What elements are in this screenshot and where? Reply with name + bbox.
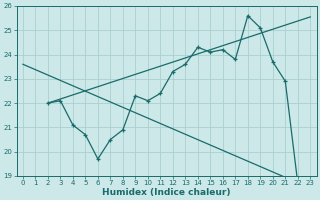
X-axis label: Humidex (Indice chaleur): Humidex (Indice chaleur) bbox=[102, 188, 231, 197]
